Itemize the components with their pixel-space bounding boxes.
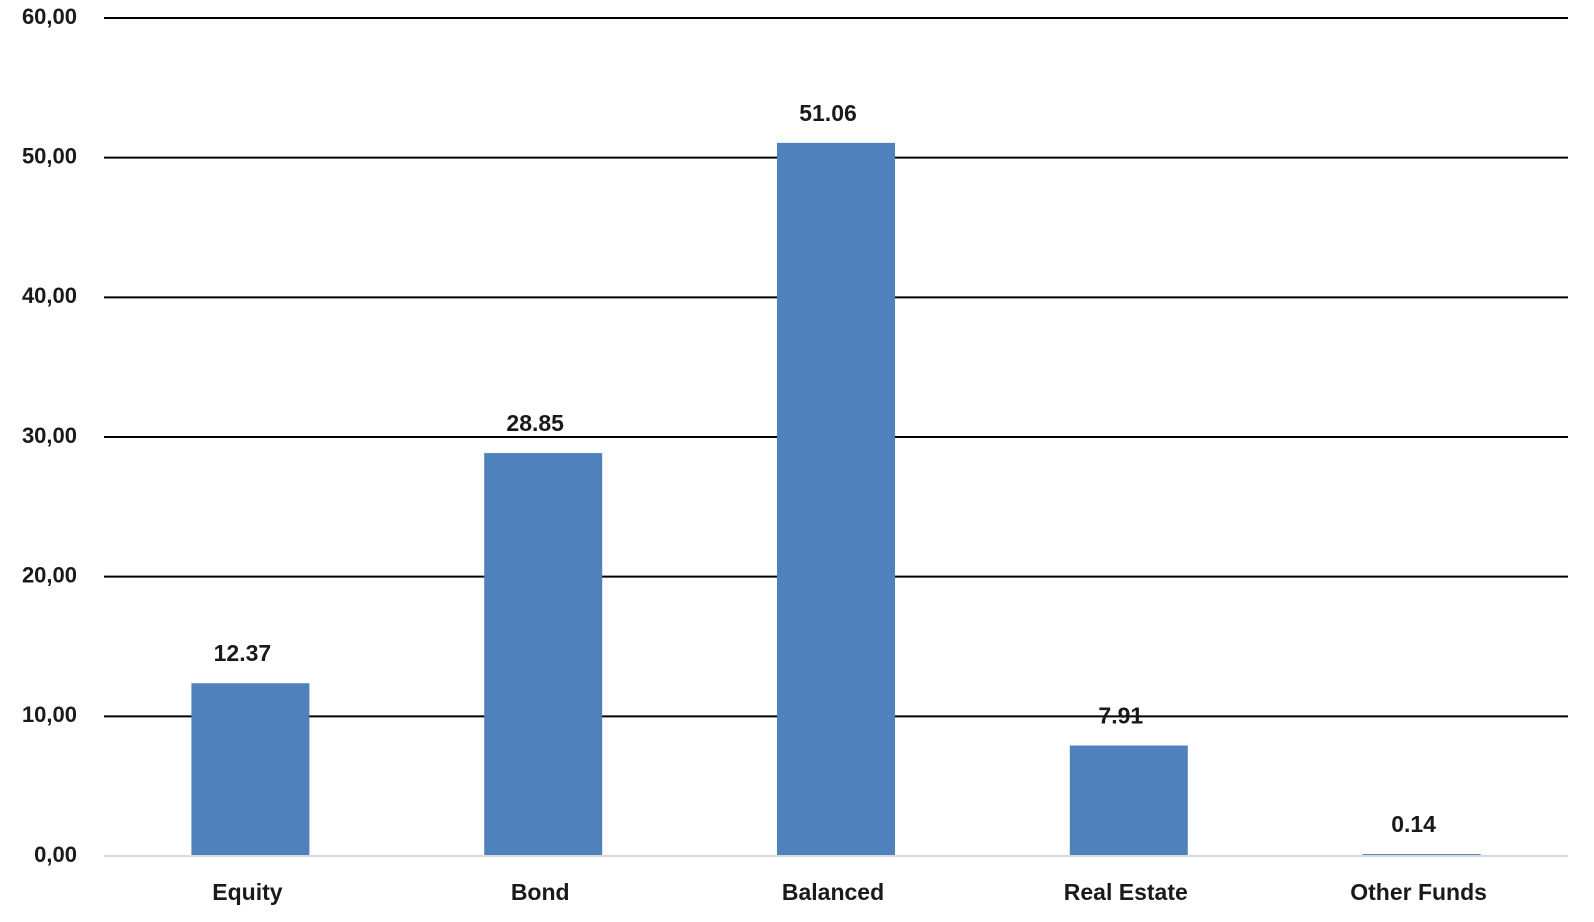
data-label: 51.06 <box>799 100 857 126</box>
x-category-label: Real Estate <box>1064 879 1188 905</box>
y-tick-label: 0,00 <box>34 842 77 867</box>
bar-bond <box>484 453 603 856</box>
data-label: 0.14 <box>1391 811 1436 837</box>
y-tick-label: 10,00 <box>22 702 77 727</box>
data-label: 28.85 <box>506 410 564 436</box>
data-labels: 12.37 28.85 51.06 7.91 0.14 <box>214 100 1437 837</box>
data-label: 12.37 <box>214 640 272 666</box>
bar-real-estate <box>1069 745 1188 856</box>
x-axis-category-labels: Equity Bond Balanced Real Estate Other Funds <box>212 879 1487 905</box>
y-tick-label: 40,00 <box>22 283 77 308</box>
x-category-label: Bond <box>511 879 570 905</box>
bar-balanced <box>777 142 895 856</box>
y-axis-tick-labels: 0,00 10,00 20,00 30,00 40,00 50,00 60,00 <box>22 4 77 867</box>
bars <box>191 142 1481 856</box>
y-tick-label: 60,00 <box>22 4 77 29</box>
data-label: 7.91 <box>1098 703 1143 729</box>
y-tick-label: 20,00 <box>22 562 77 587</box>
bar-equity <box>191 683 310 856</box>
x-category-label: Balanced <box>782 879 884 905</box>
x-category-label: Equity <box>212 879 282 905</box>
y-tick-label: 30,00 <box>22 423 77 448</box>
x-category-label: Other Funds <box>1350 879 1487 905</box>
y-tick-label: 50,00 <box>22 143 77 168</box>
